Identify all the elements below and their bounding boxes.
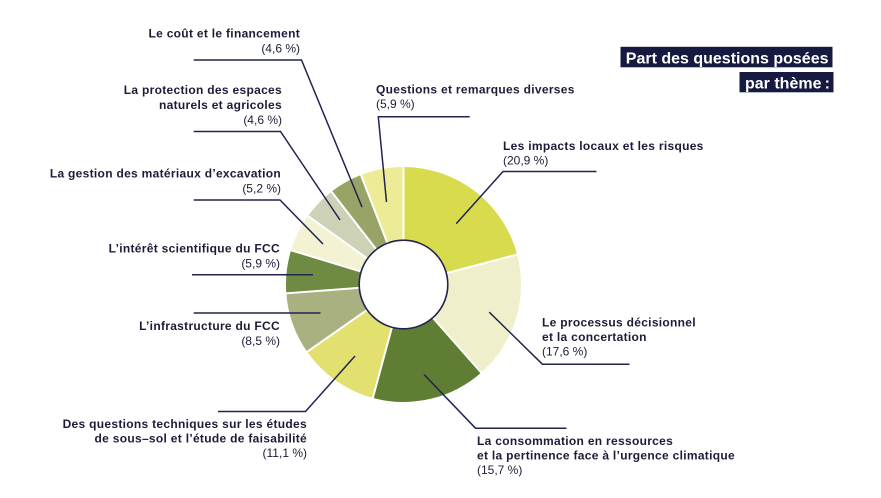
svg-text:(4,6 %): (4,6 %) (261, 41, 300, 55)
svg-text:L’intérêt scientifique du FCC: L’intérêt scientifique du FCC (109, 242, 280, 256)
svg-text:et la concertation: et la concertation (542, 330, 647, 344)
svg-text:de sous–sol et l’étude de fais: de sous–sol et l’étude de faisabilité (95, 432, 308, 446)
svg-text:(5,9 %): (5,9 %) (241, 256, 280, 270)
svg-text:Les impacts locaux et les risq: Les impacts locaux et les risques (503, 139, 704, 153)
svg-text:(4,6 %): (4,6 %) (243, 113, 282, 127)
svg-text:Le coût et le financement: Le coût et le financement (148, 27, 300, 41)
svg-text:La protection des espaces: La protection des espaces (124, 83, 282, 97)
svg-text:(15,7 %): (15,7 %) (477, 463, 522, 477)
svg-text:et la pertinence face à l’urge: et la pertinence face à l’urgence climat… (477, 449, 735, 463)
svg-text:(8,5 %): (8,5 %) (241, 334, 280, 348)
svg-text:Des questions techniques sur l: Des questions techniques sur les études (63, 417, 307, 431)
svg-text:Questions et remarques diverse: Questions et remarques diverses (376, 82, 575, 96)
svg-text:(11,1 %): (11,1 %) (263, 446, 307, 460)
svg-text:(5,2 %): (5,2 %) (242, 181, 281, 195)
svg-text:(17,6 %): (17,6 %) (542, 344, 587, 358)
svg-text:naturels et agricoles: naturels et agricoles (159, 98, 282, 112)
svg-text:Le processus décisionnel: Le processus décisionnel (542, 315, 696, 329)
svg-text:par thème :: par thème : (745, 76, 830, 93)
svg-text:Part des questions posées: Part des questions posées (626, 51, 829, 68)
svg-text:La consommation en ressources: La consommation en ressources (477, 434, 673, 448)
svg-text:La gestion des matériaux d’exc: La gestion des matériaux d’excavation (50, 167, 281, 181)
svg-text:L’infrastructure du FCC: L’infrastructure du FCC (139, 319, 280, 333)
svg-text:(5,9 %): (5,9 %) (376, 97, 415, 111)
svg-text:(20,9 %): (20,9 %) (503, 154, 548, 168)
